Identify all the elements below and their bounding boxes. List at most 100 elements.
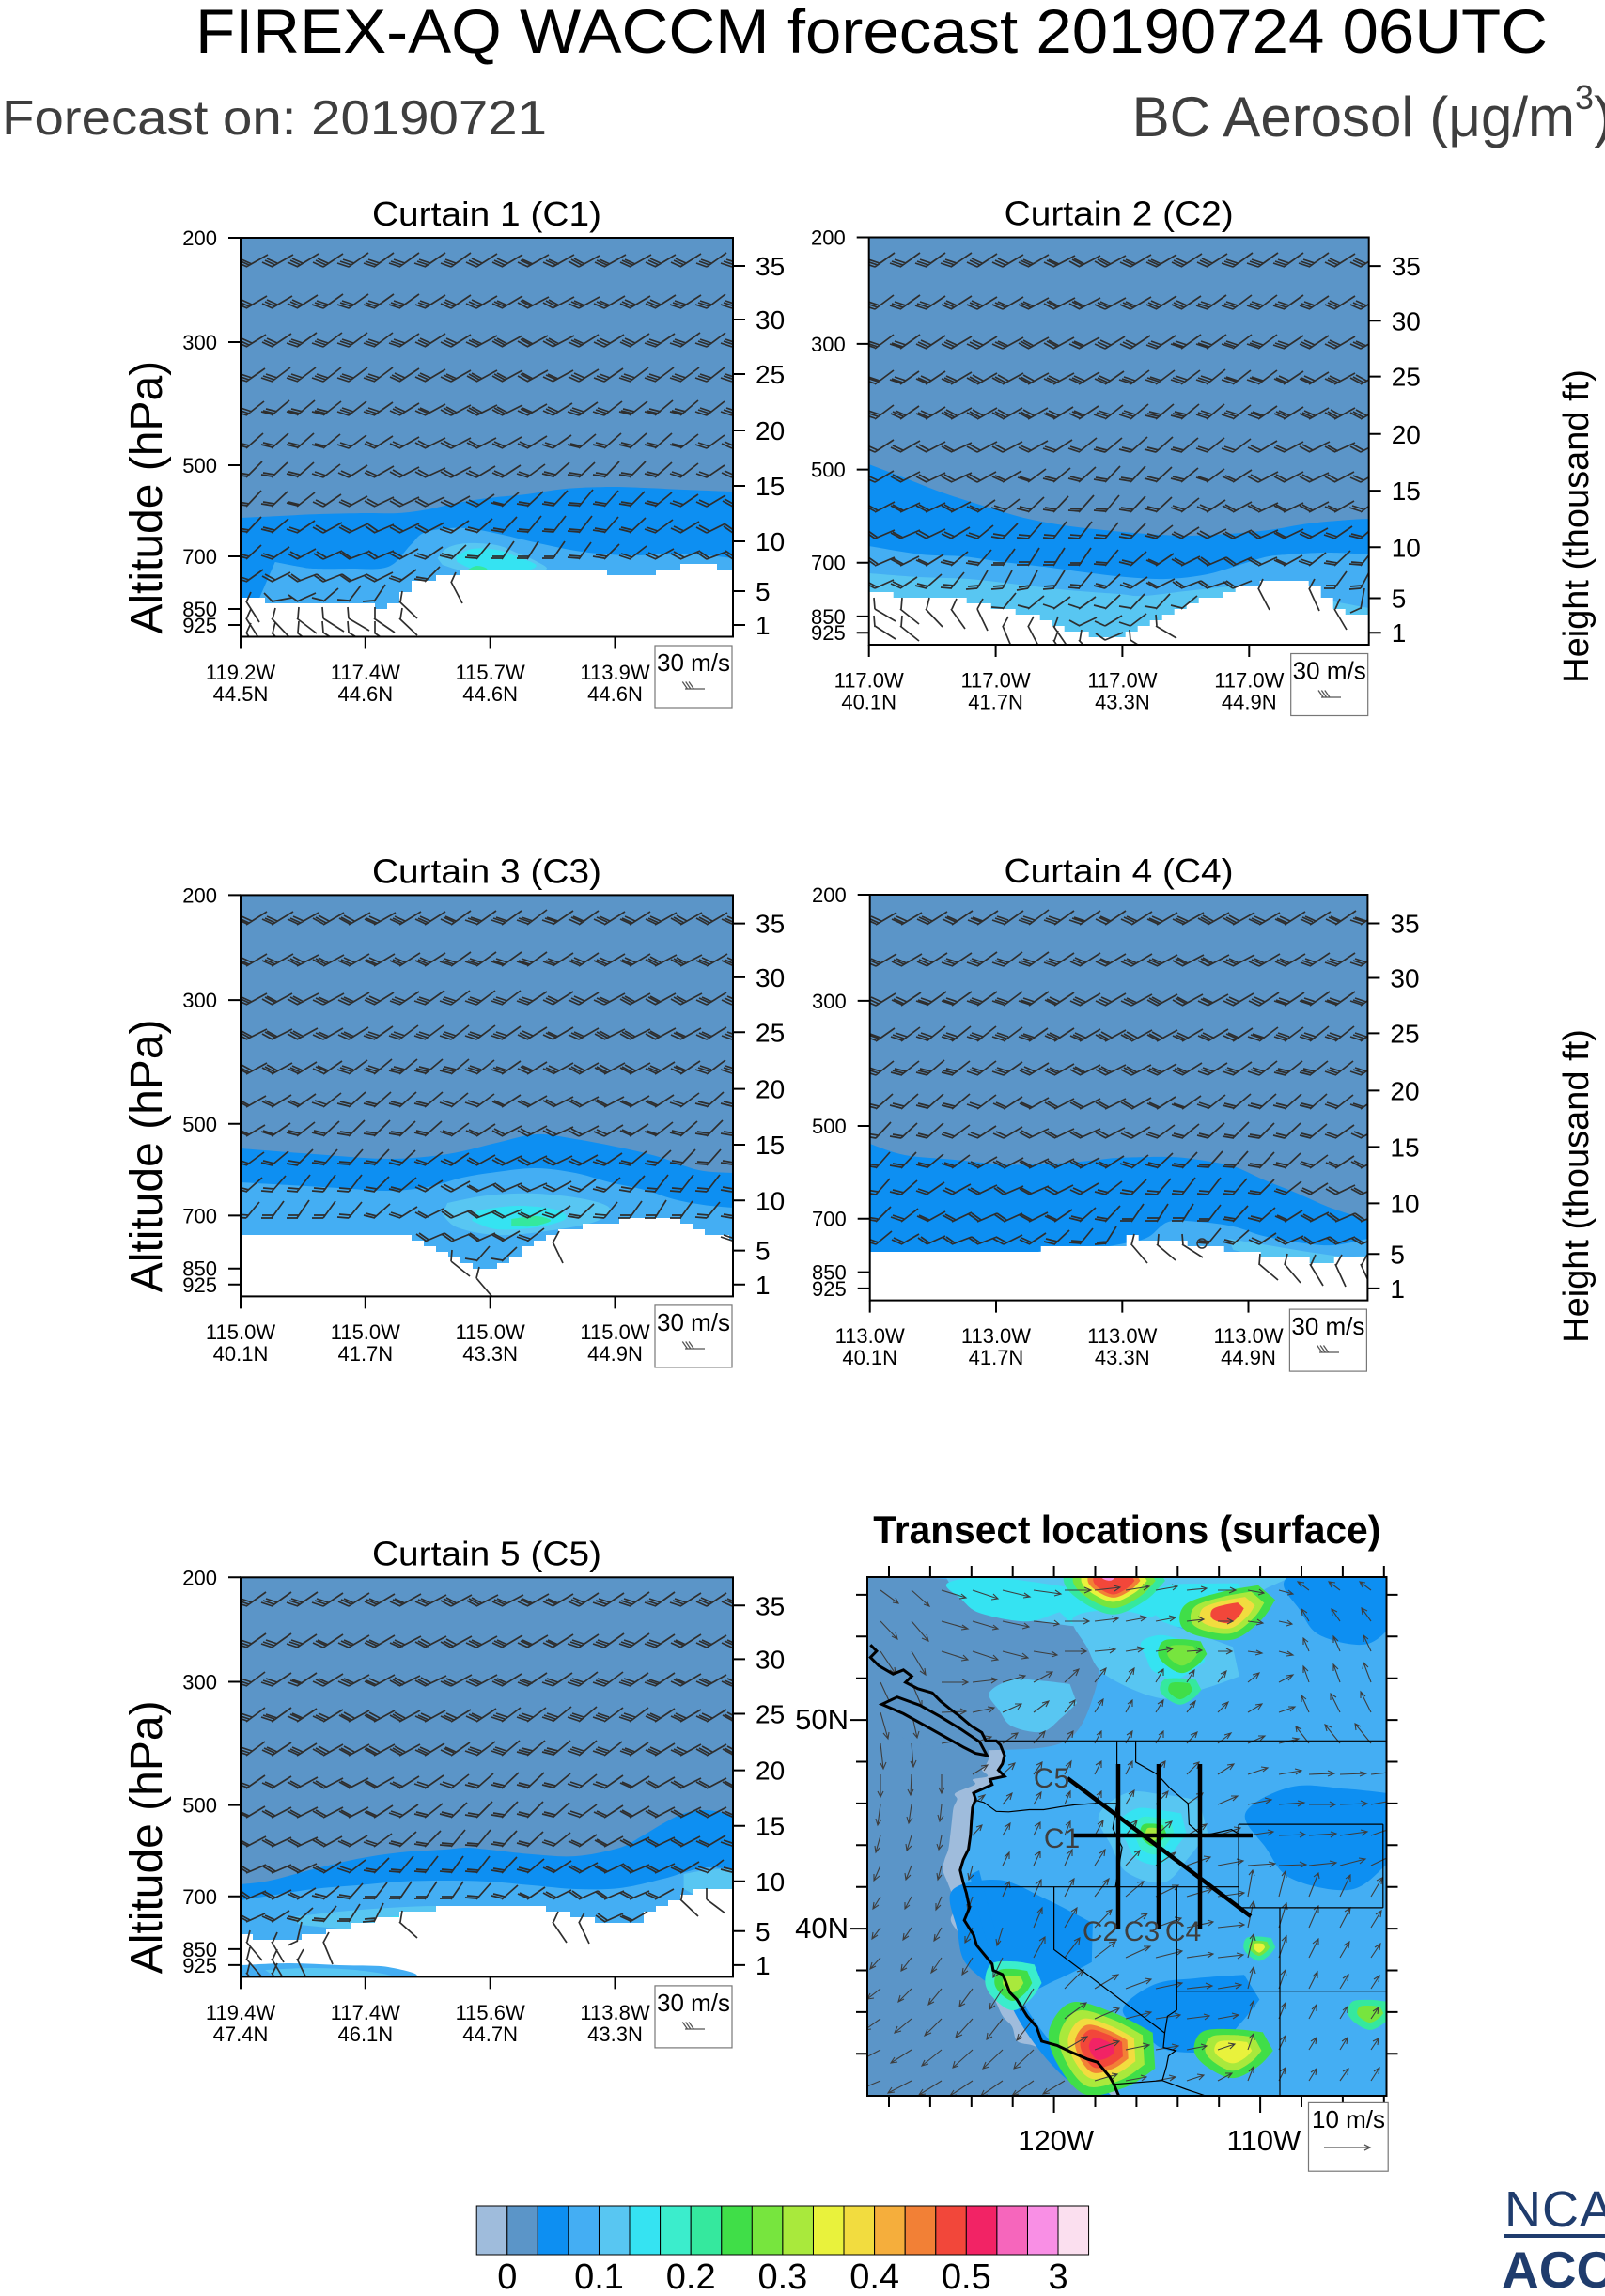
svg-text:500: 500 xyxy=(812,1115,847,1138)
svg-text:0: 0 xyxy=(497,2257,517,2291)
svg-text:35: 35 xyxy=(1392,252,1421,281)
svg-text:44.9N: 44.9N xyxy=(1221,1346,1276,1369)
svg-text:43.3N: 43.3N xyxy=(587,2023,643,2046)
svg-text:10: 10 xyxy=(1392,533,1421,562)
svg-text:113.0W: 113.0W xyxy=(1213,1324,1283,1348)
svg-text:Altitude (hPa): Altitude (hPa) xyxy=(122,361,172,634)
svg-text:1: 1 xyxy=(1392,618,1407,648)
svg-text:117.0W: 117.0W xyxy=(1214,669,1284,693)
svg-text:850: 850 xyxy=(182,1257,217,1281)
svg-text:300: 300 xyxy=(182,331,217,354)
svg-text:117.0W: 117.0W xyxy=(834,669,904,693)
svg-text:300: 300 xyxy=(811,333,846,356)
svg-text:500: 500 xyxy=(182,1113,217,1136)
svg-text:700: 700 xyxy=(182,1204,217,1227)
svg-text:200: 200 xyxy=(812,883,847,907)
svg-text:30 m/s: 30 m/s xyxy=(1291,1312,1364,1340)
svg-text:C2: C2 xyxy=(1083,1916,1118,1947)
svg-text:20: 20 xyxy=(1392,420,1421,449)
svg-text:50N: 50N xyxy=(795,1703,849,1736)
svg-text:925: 925 xyxy=(182,614,217,637)
svg-text:850: 850 xyxy=(182,1938,217,1961)
svg-text:43.3N: 43.3N xyxy=(1095,1346,1150,1369)
svg-text:500: 500 xyxy=(182,1794,217,1818)
svg-text:C5: C5 xyxy=(1034,1763,1069,1794)
svg-text:5: 5 xyxy=(756,1237,771,1266)
svg-text:0.4: 0.4 xyxy=(849,2257,899,2291)
svg-text:30 m/s: 30 m/s xyxy=(1293,657,1366,685)
svg-text:15: 15 xyxy=(756,1131,785,1160)
svg-text:0.1: 0.1 xyxy=(574,2257,624,2291)
svg-text:C3: C3 xyxy=(1124,1916,1160,1947)
svg-text:Altitude (hPa): Altitude (hPa) xyxy=(122,1700,172,1974)
svg-text:15: 15 xyxy=(756,472,785,501)
svg-text:300: 300 xyxy=(182,989,217,1012)
svg-text:300: 300 xyxy=(182,1670,217,1694)
svg-text:117.4W: 117.4W xyxy=(331,2001,400,2024)
svg-text:25: 25 xyxy=(1392,363,1421,392)
svg-text:C1: C1 xyxy=(1044,1823,1080,1854)
svg-text:44.5N: 44.5N xyxy=(213,682,269,706)
svg-text:700: 700 xyxy=(182,545,217,569)
svg-text:200: 200 xyxy=(811,226,846,250)
svg-text:41.7N: 41.7N xyxy=(969,1346,1024,1369)
svg-text:117.4W: 117.4W xyxy=(331,661,400,684)
svg-text:Curtain 2 (C2): Curtain 2 (C2) xyxy=(1005,195,1234,233)
svg-text:115.0W: 115.0W xyxy=(206,1320,275,1344)
svg-text:30: 30 xyxy=(1390,963,1419,992)
svg-text:Transect locations (surface): Transect locations (surface) xyxy=(873,1507,1380,1552)
svg-text:C4: C4 xyxy=(1165,1916,1201,1947)
svg-text:Forecast on: 20190721: Forecast on: 20190721 xyxy=(2,91,547,146)
svg-text:Altitude (hPa): Altitude (hPa) xyxy=(122,1019,172,1292)
svg-text:44.6N: 44.6N xyxy=(337,682,393,706)
svg-text:5: 5 xyxy=(1392,584,1407,613)
svg-text:115.6W: 115.6W xyxy=(456,2001,525,2024)
svg-text:200: 200 xyxy=(182,1566,217,1589)
svg-text:117.0W: 117.0W xyxy=(960,669,1030,693)
svg-text:20: 20 xyxy=(756,416,785,445)
svg-text:NCAR: NCAR xyxy=(1504,2181,1605,2238)
svg-text:Height (thousand ft): Height (thousand ft) xyxy=(1557,1029,1597,1343)
svg-text:1: 1 xyxy=(1390,1274,1405,1304)
svg-text:40.1N: 40.1N xyxy=(842,1346,897,1369)
svg-text:44.6N: 44.6N xyxy=(587,682,643,706)
svg-text:10: 10 xyxy=(1390,1189,1419,1218)
svg-text:46.1N: 46.1N xyxy=(337,2023,393,2046)
svg-text:10 m/s: 10 m/s xyxy=(1312,2105,1385,2133)
svg-text:117.0W: 117.0W xyxy=(1087,669,1157,693)
svg-text:925: 925 xyxy=(812,1277,847,1301)
svg-text:0.5: 0.5 xyxy=(942,2257,991,2291)
svg-text:700: 700 xyxy=(812,1208,847,1231)
svg-text:20: 20 xyxy=(756,1757,785,1786)
svg-text:44.9N: 44.9N xyxy=(1222,691,1277,714)
svg-text:ACOM: ACOM xyxy=(1502,2241,1605,2291)
svg-text:30 m/s: 30 m/s xyxy=(657,1308,730,1336)
svg-text:0.3: 0.3 xyxy=(757,2257,807,2291)
svg-text:10: 10 xyxy=(756,1867,785,1897)
svg-text:30: 30 xyxy=(756,1645,785,1674)
svg-text:115.0W: 115.0W xyxy=(580,1320,649,1344)
svg-text:115.7W: 115.7W xyxy=(456,661,525,684)
svg-text:113.0W: 113.0W xyxy=(1087,1324,1157,1348)
svg-text:35: 35 xyxy=(1390,910,1419,939)
svg-text:41.7N: 41.7N xyxy=(968,691,1023,714)
svg-text:925: 925 xyxy=(182,1954,217,1977)
svg-text:Curtain 4 (C4): Curtain 4 (C4) xyxy=(1005,851,1234,890)
svg-text:15: 15 xyxy=(1390,1132,1419,1162)
svg-text:30: 30 xyxy=(756,963,785,992)
svg-text:44.9N: 44.9N xyxy=(587,1342,643,1366)
svg-text:15: 15 xyxy=(1392,476,1421,506)
svg-text:115.0W: 115.0W xyxy=(456,1320,525,1344)
svg-text:113.0W: 113.0W xyxy=(961,1324,1031,1348)
svg-text:30: 30 xyxy=(756,305,785,335)
svg-text:113.9W: 113.9W xyxy=(580,661,649,684)
svg-text:113.0W: 113.0W xyxy=(835,1324,905,1348)
svg-text:40.1N: 40.1N xyxy=(841,691,896,714)
svg-text:0.2: 0.2 xyxy=(666,2257,716,2291)
svg-text:30 m/s: 30 m/s xyxy=(657,1989,730,2017)
svg-text:20: 20 xyxy=(756,1075,785,1104)
svg-text:Curtain 3 (C3): Curtain 3 (C3) xyxy=(372,851,601,890)
svg-text:Height (thousand ft): Height (thousand ft) xyxy=(1557,369,1597,683)
svg-text:1: 1 xyxy=(756,1271,771,1300)
svg-text:41.7N: 41.7N xyxy=(337,1342,393,1366)
